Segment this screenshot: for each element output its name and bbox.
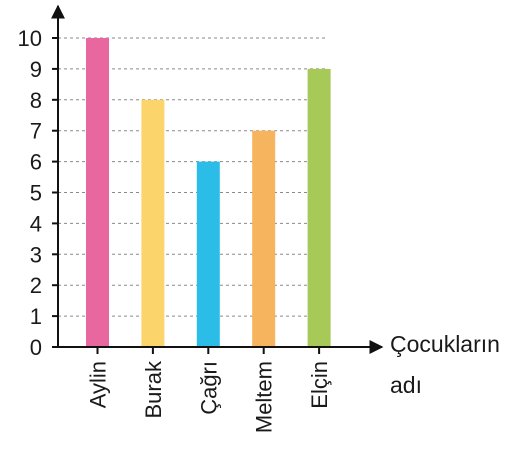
y-tick-label: 2: [30, 273, 42, 298]
y-tick-labels: 0 1 2 3 4 5 6 7 8 9 10: [18, 26, 58, 360]
bar-3: [196, 161, 220, 347]
x-tick-label: Burak: [141, 360, 166, 418]
y-tick-label: 7: [30, 119, 42, 144]
axes: [51, 4, 384, 354]
x-tick-label: Elçin: [307, 361, 332, 409]
y-tick-label: 4: [30, 211, 42, 236]
y-tick-label: 5: [30, 181, 42, 206]
x-axis-label-line-1: Çocukların: [390, 331, 500, 357]
y-tick-label: 8: [30, 88, 42, 113]
bar-4: [252, 130, 276, 347]
x-tick-labels: Aylin Burak Çağrı Meltem Elçin: [86, 347, 332, 433]
x-tick-label: Aylin: [86, 361, 111, 408]
y-tick-label: 6: [30, 150, 42, 175]
bars: [86, 38, 331, 348]
bar-5: [307, 68, 331, 348]
y-tick-label: 3: [30, 242, 42, 267]
x-tick-label: Meltem: [252, 361, 277, 433]
bar-2: [141, 99, 165, 347]
x-axis-label-line-2: adı: [390, 372, 422, 398]
x-tick-label: Çağrı: [196, 361, 221, 415]
y-tick-label: 0: [30, 335, 42, 360]
y-tick-label: 9: [30, 57, 42, 82]
y-tick-label: 10: [18, 26, 42, 51]
y-tick-label: 1: [30, 304, 42, 329]
bar-1: [86, 38, 109, 347]
